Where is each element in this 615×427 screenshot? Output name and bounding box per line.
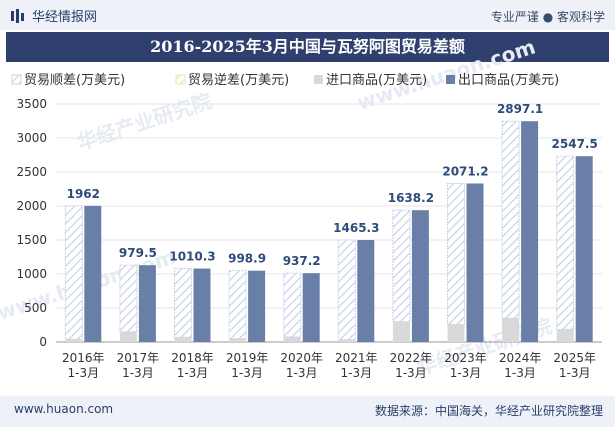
- y-tick-label: 2000: [16, 199, 47, 213]
- x-tick-label: 2017年: [117, 351, 160, 365]
- x-tick-label: 1-3月: [450, 366, 482, 380]
- x-tick-label: 2025年: [553, 351, 596, 365]
- x-tick-label: 1-3月: [559, 366, 591, 380]
- chart-title: 2016-2025年3月中国与瓦努阿图贸易差额: [6, 32, 609, 62]
- x-tick-label: 1-3月: [286, 366, 318, 380]
- brand[interactable]: 华经情报网: [10, 6, 97, 25]
- legend-swatch: [11, 74, 22, 85]
- watermark: 华经产业研究院: [74, 89, 215, 155]
- x-tick-label: 2019年: [226, 351, 269, 365]
- x-tick-label: 1-3月: [340, 366, 372, 380]
- import-bar: [502, 318, 520, 342]
- import-bar: [119, 331, 137, 342]
- x-tick-label: 2022年: [390, 351, 433, 365]
- data-label: 1010.3: [169, 250, 215, 264]
- x-tick-label: 1-3月: [177, 366, 209, 380]
- y-tick-label: 500: [24, 301, 47, 315]
- data-label: 937.2: [283, 254, 321, 268]
- x-tick-label: 2023年: [444, 351, 487, 365]
- data-label: 998.9: [228, 252, 266, 266]
- export-bar: [411, 210, 429, 342]
- export-bar: [521, 121, 539, 342]
- x-tick-label: 2018年: [171, 351, 214, 365]
- surplus-bar: [283, 272, 302, 338]
- surplus-bar: [447, 182, 465, 325]
- footer-website[interactable]: www.huaon.com: [14, 402, 114, 416]
- y-tick-label: 1000: [16, 267, 47, 281]
- import-bar: [447, 324, 465, 342]
- y-tick-label: 3000: [16, 131, 47, 145]
- data-label: 1638.2: [388, 191, 434, 205]
- legend-swatch: [175, 74, 186, 85]
- x-tick-label: 2020年: [280, 351, 323, 365]
- export-bar: [466, 183, 484, 342]
- data-label: 2897.1: [497, 102, 543, 116]
- import-bar: [65, 339, 83, 342]
- import-bar: [392, 321, 410, 342]
- x-tick-label: 2016年: [62, 351, 105, 365]
- y-tick-label: 3500: [16, 97, 47, 111]
- legend-swatch: [314, 75, 323, 84]
- y-tick-label: 1500: [16, 233, 47, 247]
- legend-label: 出口商品(万美元): [458, 73, 559, 88]
- data-label: 1962: [67, 187, 100, 201]
- brand-logo-icon: [11, 8, 24, 23]
- x-tick-label: 2024年: [499, 351, 542, 365]
- import-bar: [174, 337, 192, 342]
- x-tick-label: 2021年: [335, 351, 378, 365]
- import-bar: [229, 338, 247, 342]
- surplus-bar: [228, 270, 247, 340]
- legend-label: 贸易顺差(万美元): [24, 73, 125, 88]
- x-tick-label: 1-3月: [231, 366, 263, 380]
- footer-source: 数据来源：中国海关，华经产业研究院整理: [374, 404, 603, 418]
- x-tick-label: 1-3月: [504, 366, 536, 380]
- surplus-bar: [174, 268, 192, 338]
- data-label: 2071.2: [442, 164, 488, 178]
- export-bar: [575, 156, 593, 342]
- surplus-bar: [556, 155, 575, 330]
- x-tick-label: 1-3月: [122, 366, 154, 380]
- export-bar: [302, 273, 320, 342]
- export-bar: [357, 239, 375, 342]
- export-bar: [248, 270, 266, 342]
- legend-swatch: [446, 75, 455, 84]
- export-bar: [84, 205, 102, 342]
- import-bar: [338, 339, 356, 342]
- x-tick-label: 1-3月: [67, 366, 99, 380]
- y-tick-label: 0: [39, 335, 47, 349]
- brand-name: 华经情报网: [32, 10, 98, 25]
- export-bar: [193, 268, 211, 342]
- import-bar: [556, 329, 574, 342]
- surplus-bar: [501, 120, 520, 319]
- data-label: 979.5: [119, 246, 157, 260]
- legend-label: 贸易逆差(万美元): [188, 72, 289, 88]
- surplus-bar: [119, 264, 138, 333]
- y-tick-label: 2500: [16, 165, 47, 179]
- import-bar: [283, 336, 301, 342]
- data-label: 1465.3: [333, 221, 379, 235]
- footer-bar: www.huaon.com 数据来源：中国海关，华经产业研究院整理: [0, 396, 615, 427]
- slogan: 专业严谨 ● 客观科学: [490, 10, 605, 24]
- top-bar: 华经情报网 专业严谨 ● 客观科学: [0, 0, 615, 30]
- surplus-bar: [337, 239, 356, 341]
- x-tick-label: 1-3月: [395, 366, 427, 380]
- export-bar: [138, 265, 156, 342]
- data-label: 2547.5: [552, 137, 598, 151]
- surplus-bar: [64, 205, 83, 340]
- surplus-bar: [392, 209, 411, 323]
- legend-label: 进口商品(万美元): [326, 73, 427, 88]
